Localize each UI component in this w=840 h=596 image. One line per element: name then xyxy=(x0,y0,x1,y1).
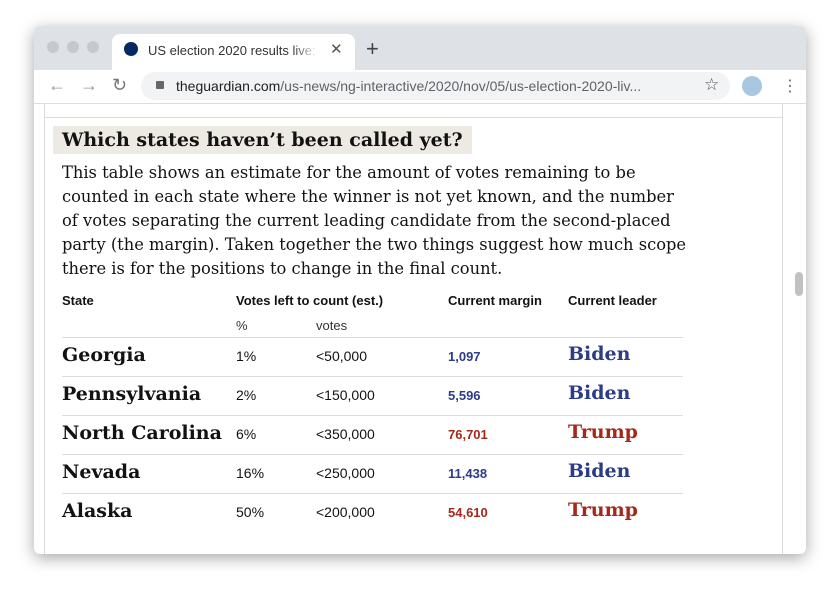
address-bar[interactable] xyxy=(141,72,730,100)
column-header: Current margin xyxy=(448,293,542,308)
row-divider xyxy=(62,415,683,416)
state-name: Pennsylvania xyxy=(62,382,202,405)
column-header: Current leader xyxy=(568,293,657,308)
content-border-right xyxy=(782,104,783,554)
state-name: North Carolina xyxy=(62,421,222,444)
percent-left: 50% xyxy=(236,503,265,520)
votes-left: <200,000 xyxy=(316,503,375,520)
percent-left: 1% xyxy=(236,347,257,364)
close-dot[interactable] xyxy=(47,41,59,53)
reload[interactable]: ↻ xyxy=(112,75,128,95)
url-domain: theguardian.com xyxy=(176,78,281,94)
avatar[interactable] xyxy=(742,76,762,96)
minimize-dot[interactable] xyxy=(67,41,79,53)
leader: Biden xyxy=(568,381,631,404)
margin: 11,438 xyxy=(448,465,488,481)
forward[interactable]: → xyxy=(80,75,98,95)
url[interactable]: theguardian.com/us-news/ng-interactive/2… xyxy=(176,78,641,94)
content-border-left xyxy=(44,104,45,554)
back[interactable]: ← xyxy=(48,75,66,95)
leader: Biden xyxy=(568,459,631,482)
new-tab[interactable]: + xyxy=(366,36,379,61)
row-divider xyxy=(62,454,683,455)
percent-left: 2% xyxy=(236,386,257,403)
leader: Trump xyxy=(568,420,638,443)
tab-close[interactable]: ✕ xyxy=(330,41,343,58)
margin: 54,610 xyxy=(448,504,488,520)
column-subheader: % xyxy=(236,318,248,333)
column-subheader: votes xyxy=(316,318,348,333)
content-border-top xyxy=(44,117,782,118)
state-name: Nevada xyxy=(62,460,141,483)
column-header: Votes left to count (est.) xyxy=(236,293,384,308)
lock xyxy=(156,81,164,89)
column-header: State xyxy=(62,293,94,308)
votes-left: <350,000 xyxy=(316,425,375,442)
row-divider xyxy=(62,337,683,338)
leader: Trump xyxy=(568,498,638,521)
votes-left: <50,000 xyxy=(316,347,367,364)
scrollbar-thumb[interactable] xyxy=(795,272,803,296)
margin: 5,596 xyxy=(448,387,481,403)
margin: 1,097 xyxy=(448,348,481,364)
percent-left: 16% xyxy=(236,464,265,481)
row-divider xyxy=(62,493,683,494)
votes-left: <250,000 xyxy=(316,464,375,481)
menu[interactable]: ⋮ xyxy=(782,78,798,95)
heading: Which states haven’t been called yet? xyxy=(53,126,472,154)
favicon xyxy=(124,42,138,56)
percent-left: 6% xyxy=(236,425,257,442)
bookmark-star[interactable]: ☆ xyxy=(704,75,720,94)
leader: Biden xyxy=(568,342,631,365)
tab[interactable] xyxy=(112,34,355,70)
paragraph: This table shows an estimate for the amo… xyxy=(62,163,687,278)
state-name: Georgia xyxy=(62,343,146,366)
zoom-dot[interactable] xyxy=(87,41,99,53)
window: US election 2020 results live: J ✕ + ← →… xyxy=(34,26,806,554)
tab-title[interactable]: US election 2020 results live: J xyxy=(148,43,318,58)
margin: 76,701 xyxy=(448,426,488,442)
state-name: Alaska xyxy=(62,499,133,522)
url-path: /us-news/ng-interactive/2020/nov/05/us-e… xyxy=(280,78,642,94)
row-divider xyxy=(62,376,683,377)
votes-left: <150,000 xyxy=(316,386,375,403)
